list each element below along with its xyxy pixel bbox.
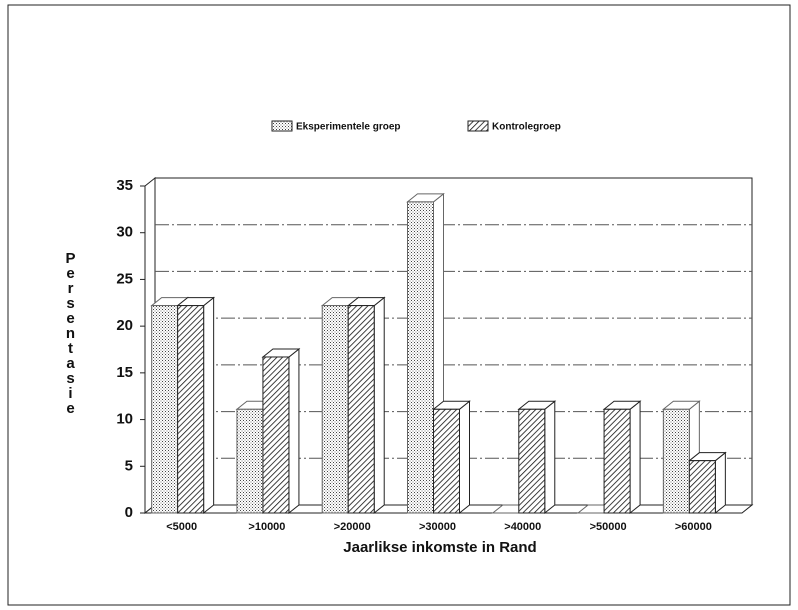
legend-label: Eksperimentele groep [296, 122, 400, 133]
x-tick-label: >10000 [248, 521, 285, 533]
y-tick-label: 30 [116, 224, 133, 241]
bar [262, 356, 290, 514]
bar [433, 408, 460, 514]
bar [236, 408, 264, 514]
x-tick-label: >20000 [334, 521, 371, 533]
bar [603, 408, 631, 514]
y-tick-label: 10 [116, 411, 133, 428]
bar-side [714, 451, 726, 515]
y-tick-label: 20 [116, 317, 133, 334]
bar [518, 408, 546, 514]
bar-side [459, 400, 470, 515]
y-tick-label: 15 [116, 364, 133, 381]
bar-side [373, 296, 385, 515]
x-axis-label: Jaarlikse inkomste in Rand [343, 539, 536, 556]
legend-swatch [271, 120, 293, 132]
bar [177, 305, 205, 514]
bar-side [288, 347, 300, 515]
y-axis-label: Persentasie [62, 250, 79, 415]
y-tick-label: 25 [116, 270, 133, 287]
y-tick-label: 0 [125, 504, 133, 521]
bar-side [629, 400, 641, 515]
x-tick-label: >30000 [419, 521, 456, 533]
y-tick-label: 5 [125, 457, 133, 474]
bar [688, 460, 716, 514]
bar [151, 305, 179, 514]
x-tick-label: >60000 [675, 521, 712, 533]
bar [321, 305, 349, 514]
x-tick-label: >40000 [504, 521, 541, 533]
x-tick-label: <5000 [166, 521, 197, 533]
bar-side [544, 400, 556, 515]
bar [347, 305, 375, 514]
frame [7, 4, 791, 606]
bar [662, 408, 690, 514]
legend-swatch [467, 120, 489, 132]
legend-label: Kontrolegroep [492, 122, 561, 133]
bar-side [203, 296, 215, 515]
y-tick-label: 35 [116, 177, 133, 194]
bar [407, 201, 434, 514]
x-tick-label: >50000 [590, 521, 627, 533]
